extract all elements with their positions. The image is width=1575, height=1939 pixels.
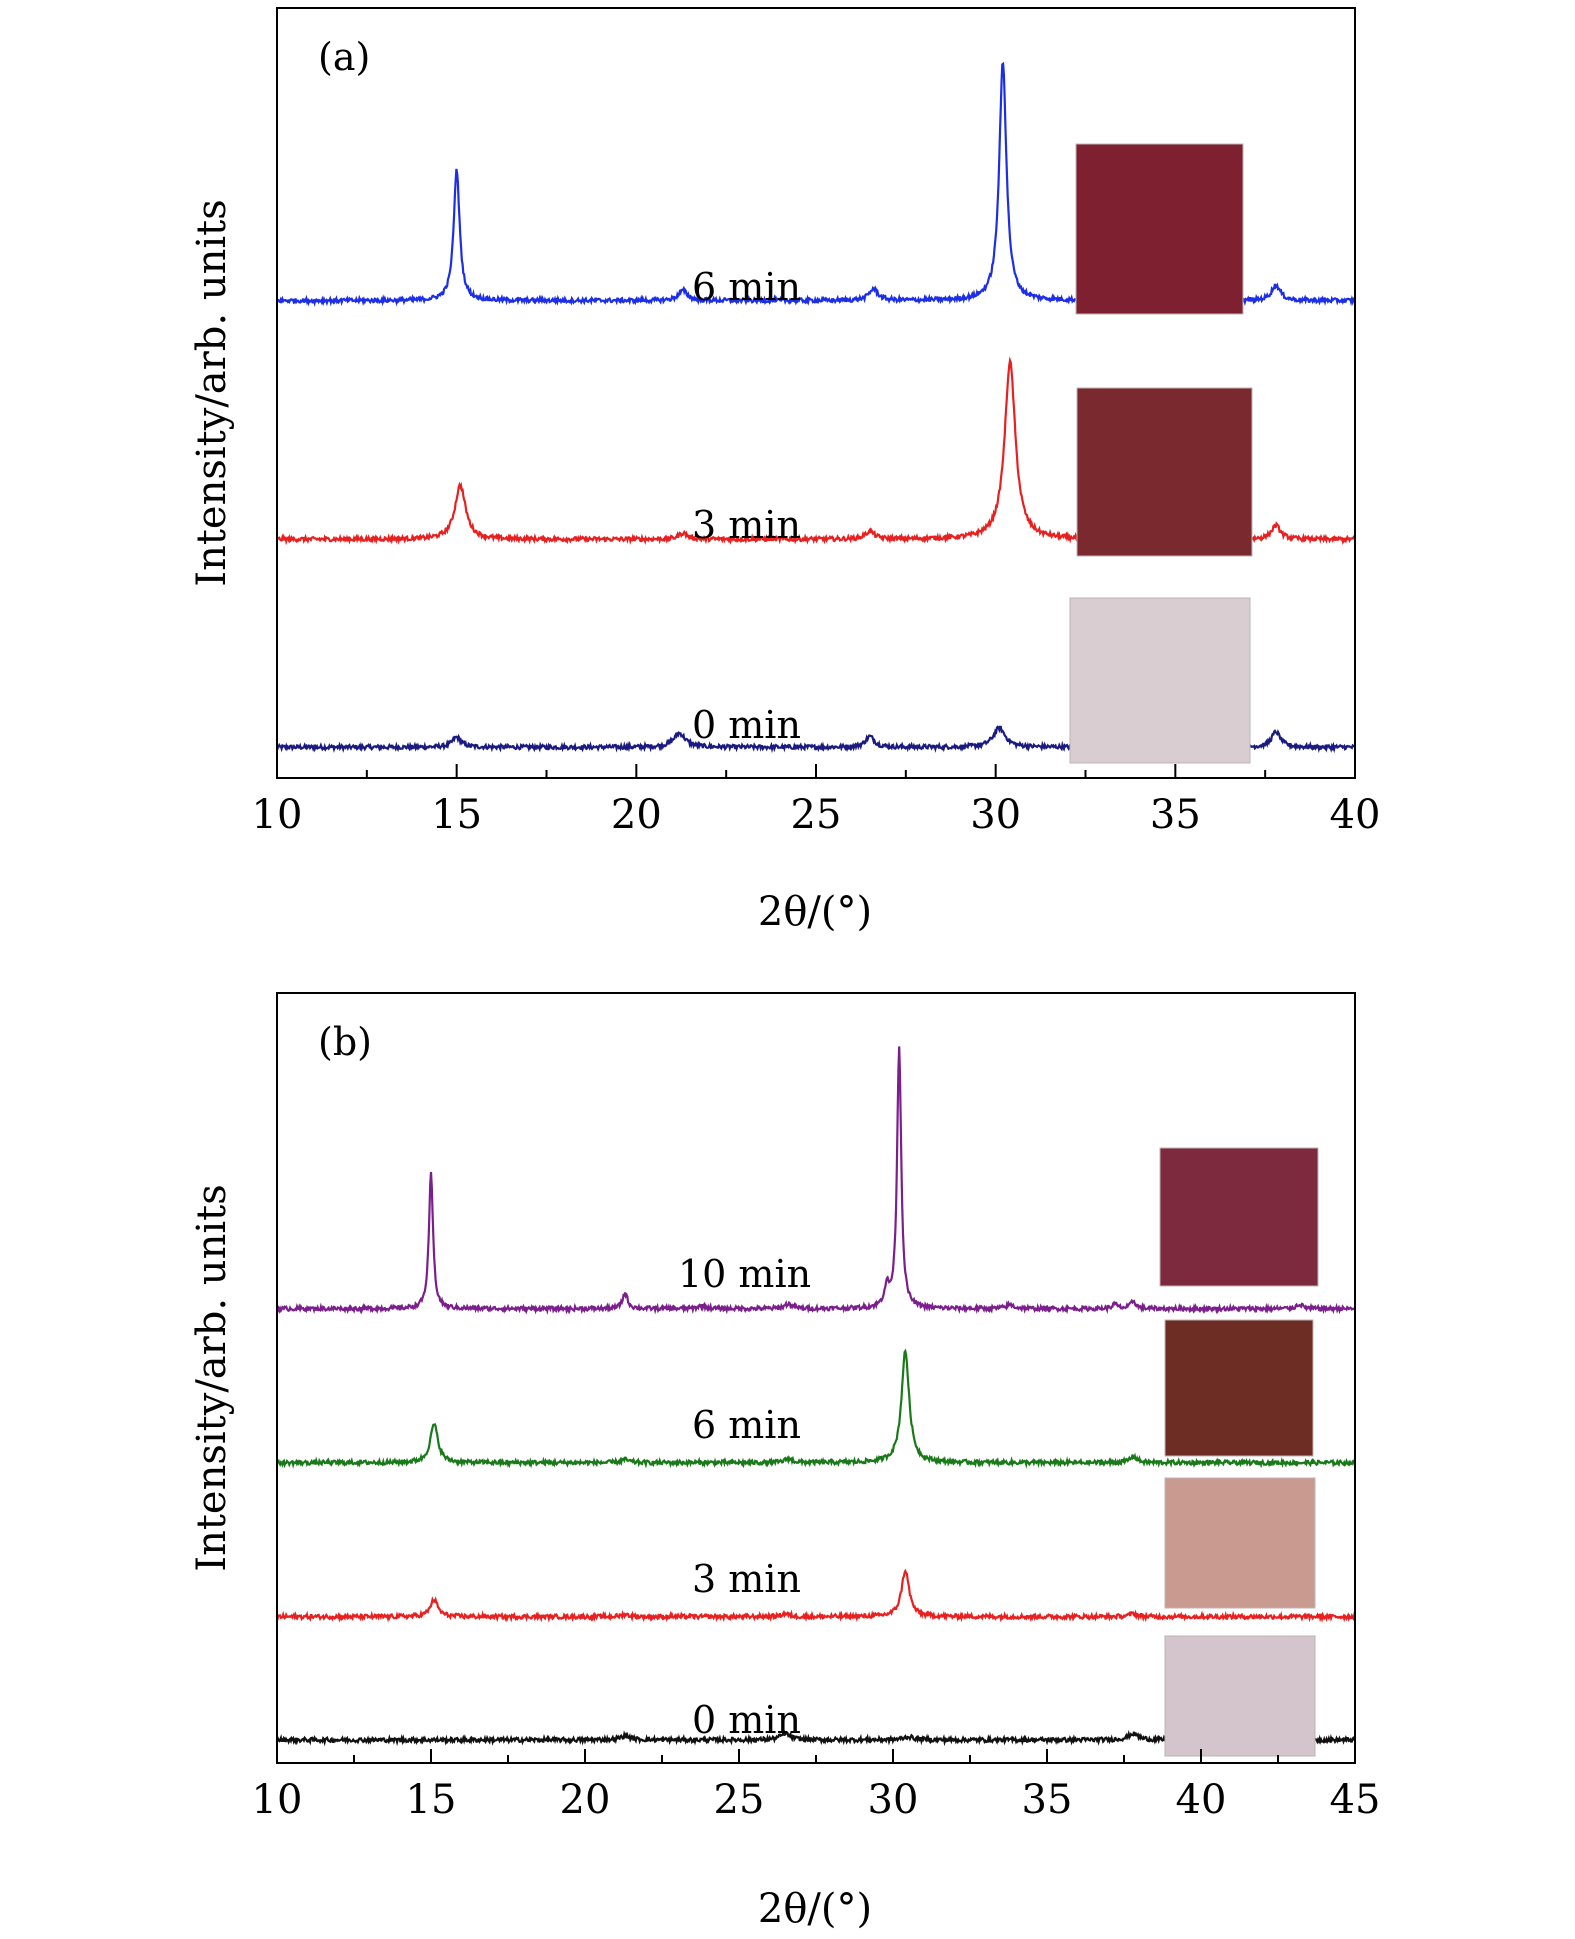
- panel-b-ticks: 10 15 20 25 30 35 40 45: [252, 1749, 1381, 1823]
- panel-b-x-tick-label: 35: [1022, 1777, 1073, 1823]
- panel-b-x-tick-label: 20: [560, 1777, 611, 1823]
- panel-b-frame: [276, 992, 1356, 1764]
- panel-b-x-tick-label: 25: [714, 1777, 765, 1823]
- panel-b-sample-photo-6-min: [1164, 1319, 1314, 1457]
- panel-b: 10 15 20 25 30 35 40 45 (b) 10 min 6 min 3 min …: [189, 992, 1381, 1932]
- panel-b-series-3-min: [276, 1568, 1357, 1624]
- panel-a-x-tick-label: 30: [970, 792, 1021, 838]
- panel-b-sample-photo-3-min: [1164, 1477, 1316, 1609]
- panel-b-thumbnails: [1159, 1147, 1319, 1757]
- panel-a-ticks: 10 15 20 25 30 35 40: [252, 764, 1381, 838]
- panel-b-x-tick-label: 45: [1330, 1777, 1381, 1823]
- panel-a-annotation-0min: 0 min: [692, 703, 801, 747]
- panel-b-annotation-6min: 6 min: [692, 1403, 801, 1447]
- panel-b-sample-photo-0-min: [1164, 1635, 1316, 1757]
- panel-b-x-tick-label: 40: [1176, 1777, 1227, 1823]
- panel-a-x-tick-label: 10: [252, 792, 303, 838]
- panel-b-x-tick-label: 10: [252, 1777, 303, 1823]
- panel-a: 10 15 20 25 30 35 40 (a) 6 min 3 min 0 min 2θ/…: [189, 7, 1381, 935]
- panel-b-label: (b): [318, 1020, 372, 1064]
- panel-a-frame: [276, 7, 1356, 779]
- panel-b-x-tick-label: 15: [406, 1777, 457, 1823]
- panel-a-label: (a): [318, 35, 370, 79]
- panel-b-annotation-10min: 10 min: [678, 1252, 811, 1296]
- panel-b-series-10-min: [275, 1046, 1356, 1315]
- panel-a-thumbnails: [1069, 143, 1253, 764]
- panel-a-x-tick-label: 20: [611, 792, 662, 838]
- panel-a-annotation-6min: 6 min: [692, 265, 801, 309]
- panel-b-sample-photo-10-min: [1159, 1147, 1319, 1287]
- panel-b-annotation-3min: 3 min: [692, 1557, 801, 1601]
- panel-b-annotation-0min: 0 min: [692, 1698, 801, 1742]
- panel-b-x-axis-label: 2θ/(°): [758, 1886, 872, 1932]
- panel-b-x-tick-label: 30: [868, 1777, 919, 1823]
- panel-a-x-tick-label: 25: [791, 792, 842, 838]
- panel-a-sample-photo-6-min: [1075, 143, 1244, 315]
- panel-a-x-tick-label: 40: [1330, 792, 1381, 838]
- panel-a-sample-photo-0-min: [1069, 597, 1251, 764]
- panel-a-annotation-3min: 3 min: [692, 503, 801, 547]
- panel-a-y-axis-label: Intensity/arb. units: [189, 199, 235, 586]
- panel-a-x-axis-label: 2θ/(°): [758, 889, 872, 935]
- panel-a-sample-photo-3-min: [1076, 387, 1253, 557]
- panel-a-x-tick-label: 15: [431, 792, 482, 838]
- panel-b-y-axis-label: Intensity/arb. units: [189, 1184, 235, 1571]
- panel-b-series-6-min: [275, 1348, 1356, 1469]
- panel-a-x-tick-label: 35: [1150, 792, 1201, 838]
